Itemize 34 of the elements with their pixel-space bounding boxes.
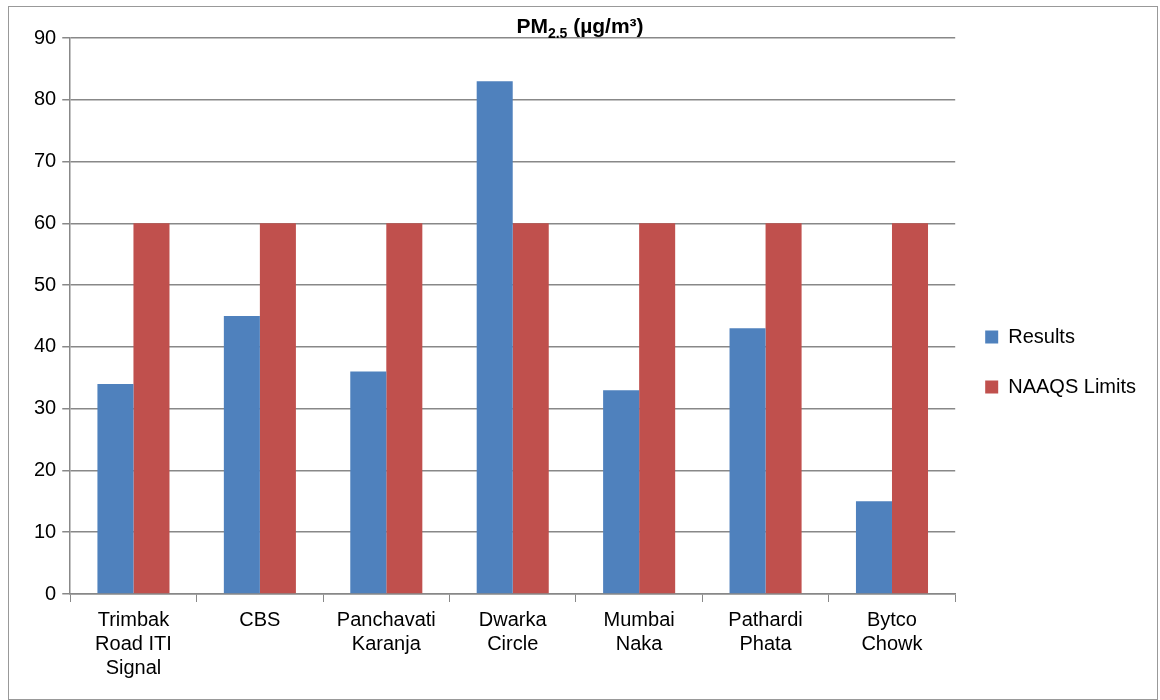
legend-label: NAAQS Limits bbox=[1008, 374, 1137, 397]
y-tick-label: 50 bbox=[34, 272, 57, 295]
bar bbox=[223, 316, 260, 594]
bar bbox=[765, 223, 802, 594]
bar bbox=[512, 223, 549, 594]
bar bbox=[386, 223, 423, 594]
bar bbox=[350, 371, 387, 594]
bar bbox=[259, 223, 296, 594]
y-tick-label: 90 bbox=[34, 25, 57, 48]
bar bbox=[603, 390, 640, 594]
bar bbox=[476, 81, 513, 594]
bar bbox=[729, 328, 766, 594]
y-tick-label: 60 bbox=[34, 210, 57, 233]
y-tick-label: 40 bbox=[34, 334, 57, 357]
x-tick-label: CBS bbox=[239, 607, 281, 630]
y-tick-label: 0 bbox=[45, 581, 57, 604]
y-tick-label: 70 bbox=[34, 149, 57, 172]
chart-title: PM$_{2.5}$ (µg/m³) bbox=[516, 14, 644, 42]
x-tick-label: Mumbai Naka bbox=[603, 607, 675, 654]
x-tick-label: Trimbak Road ITI Signal bbox=[95, 607, 172, 678]
bar bbox=[891, 223, 929, 594]
x-tick-label: Panchavati Karanja bbox=[336, 607, 436, 654]
y-tick-label: 80 bbox=[34, 87, 57, 110]
bar bbox=[639, 223, 676, 594]
y-tick-label: 30 bbox=[34, 396, 57, 419]
y-tick-label: 10 bbox=[34, 519, 57, 542]
legend-label: Results bbox=[1008, 324, 1075, 347]
x-tick-label: Dwarka Circle bbox=[478, 607, 548, 654]
bar bbox=[133, 223, 170, 594]
x-tick-label: Bytco Chowk bbox=[861, 607, 924, 654]
x-tick-label: Pathardi Phata bbox=[728, 607, 803, 654]
bar bbox=[855, 501, 892, 594]
y-tick-label: 20 bbox=[34, 457, 57, 480]
bar bbox=[97, 383, 134, 594]
